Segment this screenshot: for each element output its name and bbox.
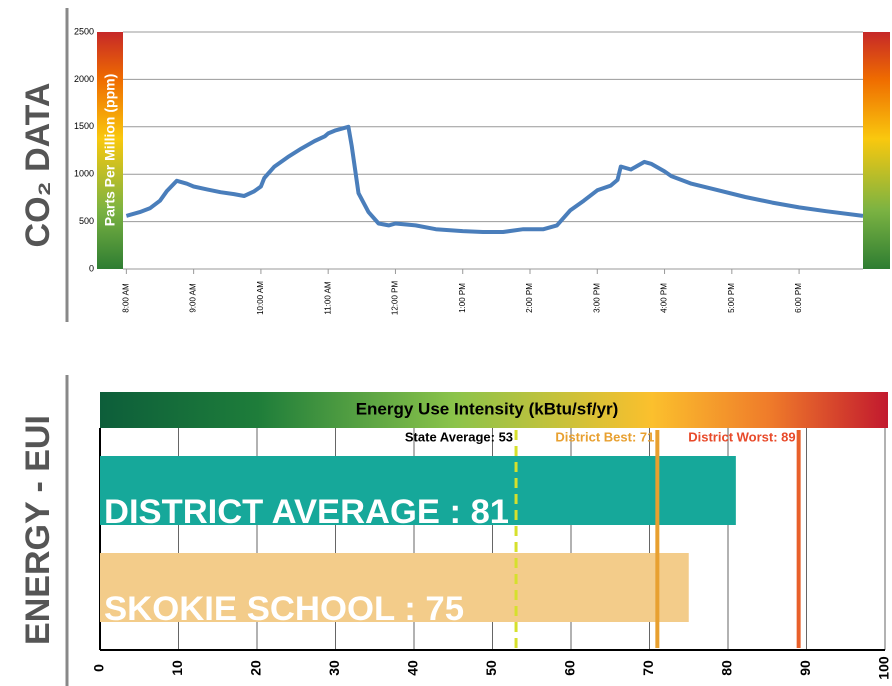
gradient-scale [863,32,890,269]
x-tick-label: 90 [797,660,813,676]
x-tick-label: 60 [562,660,578,676]
gradient-header [100,392,888,428]
y-tick-label: 1500 [74,121,94,131]
chart-title: Energy Use Intensity (kBtu/sf/yr) [356,399,619,418]
x-tick-label: 30 [326,660,342,676]
x-tick-label: 80 [719,660,735,676]
reference-label: State Average: 53 [405,429,513,444]
y-tick-label: 2000 [74,74,94,84]
x-tick-label: 2:00 PM [525,283,534,313]
bar [100,456,736,525]
reference-label: District Best: 71 [555,429,654,444]
x-tick-label: 11:00 AM [323,281,332,315]
x-tick-label: 50 [483,660,499,676]
x-tick-label: 1:00 PM [458,283,467,313]
co2-line [125,124,864,234]
y-tick-label: 500 [79,216,94,226]
gradient-scale [97,32,123,269]
x-tick-label: 6:00 PM [794,283,803,313]
x-tick-label: 5:00 PM [727,283,736,313]
x-tick-label: 70 [640,660,656,676]
x-tick-label: 10 [169,660,185,676]
side-label: ENERGY - EUI [19,415,57,645]
reference-label: District Worst: 89 [688,429,795,444]
y-tick-label: 2500 [74,26,94,36]
bar-label: DISTRICT AVERAGE : 81 [104,493,509,531]
x-tick-label: 9:00 AM [189,283,198,313]
y-tick-label: 0 [89,263,94,273]
side-label: CO₂ DATA [19,83,57,248]
x-tick-label: 0 [91,664,107,672]
bar-label: SKOKIE SCHOOL : 75 [104,590,464,628]
y-axis-label: Parts Per Million (ppm) [102,74,118,226]
x-tick-label: 4:00 PM [660,283,669,313]
bar [100,553,689,622]
x-tick-label: 20 [248,660,264,676]
x-tick-label: 12:00 PM [391,281,400,316]
x-tick-label: 8:00 AM [121,283,130,313]
x-tick-label: 10:00 AM [256,281,265,315]
x-tick-label: 100 [876,656,892,680]
x-tick-label: 3:00 PM [592,283,601,313]
y-tick-label: 1000 [74,169,94,179]
x-tick-label: 40 [405,660,421,676]
